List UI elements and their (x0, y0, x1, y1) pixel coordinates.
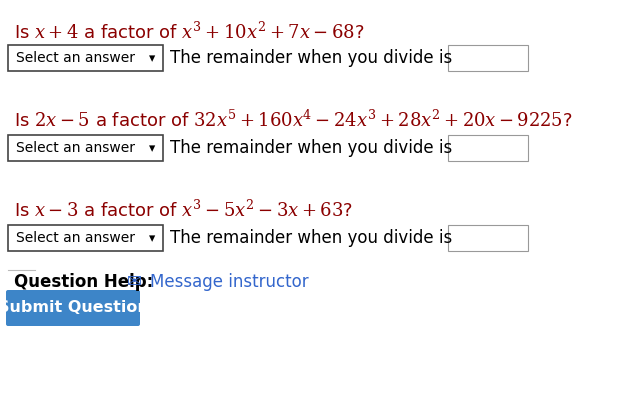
FancyBboxPatch shape (448, 135, 528, 161)
Text: Question Help:: Question Help: (14, 273, 153, 291)
FancyBboxPatch shape (8, 45, 163, 71)
FancyBboxPatch shape (8, 225, 163, 251)
FancyBboxPatch shape (6, 290, 140, 326)
Text: The remainder when you divide is: The remainder when you divide is (170, 139, 452, 157)
Text: ✉: ✉ (127, 273, 142, 291)
Text: The remainder when you divide is: The remainder when you divide is (170, 229, 452, 247)
Text: The remainder when you divide is: The remainder when you divide is (170, 49, 452, 67)
Text: Is $2x-5$ a factor of $32x^5+160x^4-24x^3+28x^2+20x-9225$?: Is $2x-5$ a factor of $32x^5+160x^4-24x^… (14, 110, 572, 131)
FancyBboxPatch shape (8, 135, 163, 161)
Text: Select an answer: Select an answer (16, 231, 135, 245)
Text: Is $x+4$ a factor of $x^3+10x^2+7x-68$?: Is $x+4$ a factor of $x^3+10x^2+7x-68$? (14, 22, 364, 43)
Text: ▾: ▾ (149, 232, 155, 246)
Text: Message instructor: Message instructor (150, 273, 308, 291)
Text: Select an answer: Select an answer (16, 51, 135, 65)
Text: ▾: ▾ (149, 142, 155, 156)
Text: Select an answer: Select an answer (16, 141, 135, 155)
Text: Is $x-3$ a factor of $x^3-5x^2-3x+63$?: Is $x-3$ a factor of $x^3-5x^2-3x+63$? (14, 200, 353, 221)
FancyBboxPatch shape (448, 225, 528, 251)
Text: Submit Question: Submit Question (0, 300, 148, 316)
Text: ▾: ▾ (149, 53, 155, 66)
FancyBboxPatch shape (448, 45, 528, 71)
